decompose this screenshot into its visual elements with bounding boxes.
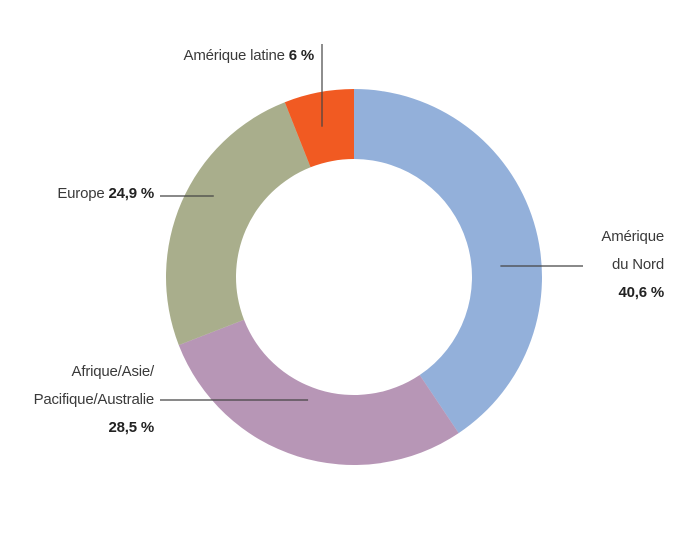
slice-europe	[165, 102, 311, 346]
leader-lines	[160, 44, 583, 401]
label-amerique-du-nord-line2: du Nord	[612, 256, 664, 273]
label-afrique-asie-line2: Pacifique/Australie	[33, 391, 155, 408]
slice-am-rique-latine	[284, 89, 354, 168]
label-afrique-asie: Afrique/Asie/ Pacifique/Australie 28,5 %	[33, 358, 155, 442]
donut-slices	[165, 89, 542, 465]
label-amerique-latine-value: 6 %	[288, 47, 314, 64]
label-amerique-latine: Amérique latine 6 %	[183, 42, 315, 70]
label-afrique-asie-line1: Afrique/Asie/	[71, 363, 155, 380]
label-amerique-du-nord-line1: Amérique	[601, 228, 664, 245]
slice-am-rique-du-nord	[354, 89, 542, 434]
label-europe-value: 24,9 %	[108, 185, 155, 202]
label-amerique-du-nord-value: 40,6 %	[618, 284, 665, 301]
label-europe: Europe 24,9 %	[57, 180, 154, 208]
label-europe-name: Europe	[57, 185, 105, 202]
label-afrique-asie-value: 28,5 %	[108, 419, 155, 436]
slice-afrique-asie-pacifique-australie	[178, 319, 459, 465]
label-amerique-latine-name: Amérique latine	[183, 47, 285, 64]
label-amerique-du-nord: Amérique du Nord 40,6 %	[601, 223, 664, 307]
